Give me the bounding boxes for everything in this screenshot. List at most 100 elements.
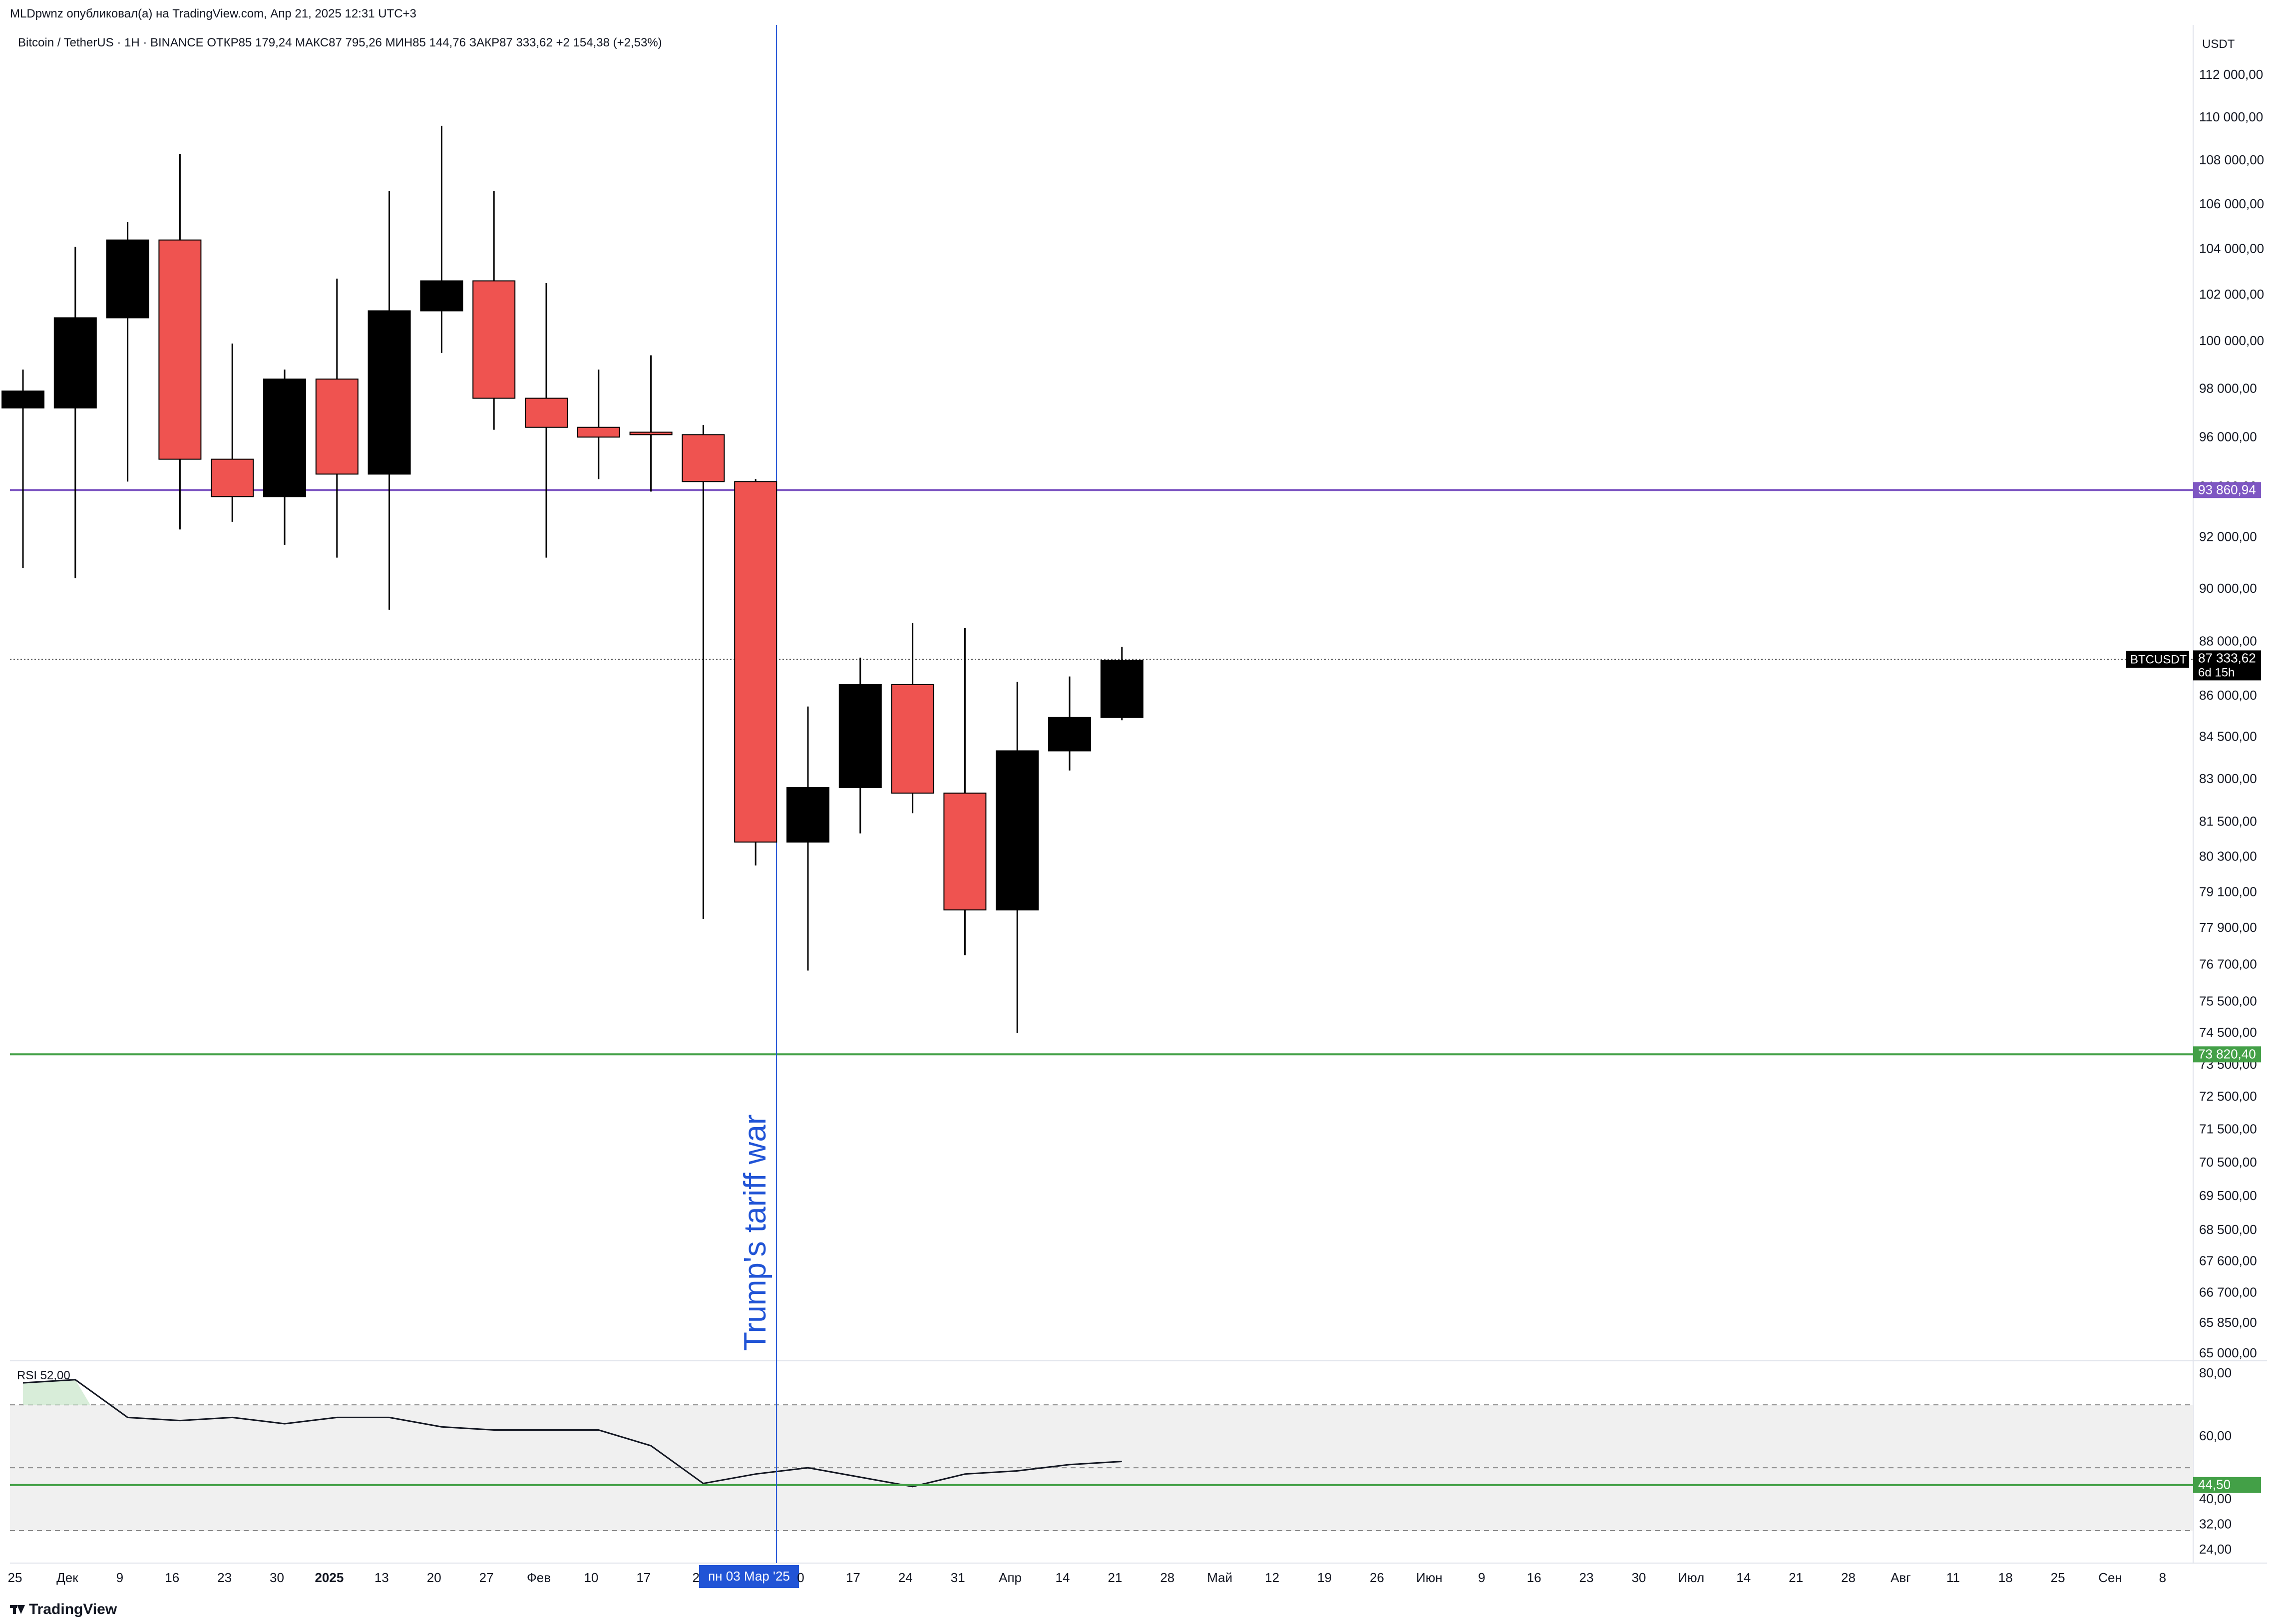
symbol-badge <box>2126 651 2189 668</box>
tradingview-logo[interactable]: TradingView <box>10 1601 117 1618</box>
candle-body[interactable] <box>943 793 987 911</box>
tradingview-brand: TradingView <box>29 1601 117 1618</box>
price-tick-label: 66 700,00 <box>2199 1285 2257 1300</box>
price-tick-label: 74 500,00 <box>2199 1025 2257 1040</box>
time-tick-label: 2025 <box>315 1570 344 1585</box>
time-tick-label: 24 <box>898 1570 913 1585</box>
annotation-label: Trump's tariff war <box>738 1115 772 1351</box>
time-tick-label: 12 <box>1265 1570 1279 1585</box>
time-tick-label: Июн <box>1416 1570 1443 1585</box>
time-tick-label: 30 <box>270 1570 284 1585</box>
rsi-tick-label: 80,00 <box>2199 1365 2232 1380</box>
price-tick-label: 71 500,00 <box>2199 1122 2257 1137</box>
tradingview-logo-icon <box>10 1605 25 1614</box>
price-tick-label: 92 000,00 <box>2199 529 2257 544</box>
candle-body[interactable] <box>158 239 202 460</box>
level-badge <box>2193 1046 2261 1063</box>
time-tick-label: Сен <box>2098 1570 2122 1585</box>
price-tick-label: 72 500,00 <box>2199 1089 2257 1104</box>
time-tick-label: Фев <box>527 1570 551 1585</box>
time-tick-label: 10 <box>584 1570 598 1585</box>
time-tick-label: 31 <box>951 1570 965 1585</box>
level-label: 73 820,40 <box>2198 1046 2256 1061</box>
candle-body[interactable] <box>106 239 149 319</box>
price-tick-label: 81 500,00 <box>2199 814 2257 829</box>
price-tick-label: 88 000,00 <box>2199 634 2257 649</box>
crosshair-date-label: пн 03 Мар '25 <box>708 1569 790 1584</box>
rsi-level-badge <box>2193 1477 2261 1493</box>
candle-body[interactable] <box>525 398 568 428</box>
time-tick-label: Авг <box>1891 1570 1911 1585</box>
time-tick-label: 17 <box>846 1570 860 1585</box>
candle-body[interactable] <box>1100 660 1143 718</box>
candle-body[interactable] <box>734 481 777 843</box>
time-tick-label: 8 <box>2159 1570 2166 1585</box>
symbol-legend: Bitcoin / TetherUS · 1Н · BINANCE ОТКР85… <box>18 36 662 49</box>
rsi-tick-label: 60,00 <box>2199 1428 2232 1443</box>
price-tick-label: 104 000,00 <box>2199 241 2264 256</box>
time-tick-label: 25 <box>8 1570 22 1585</box>
rsi-tick-label: 32,00 <box>2199 1516 2232 1531</box>
time-tick-label: 23 <box>1579 1570 1594 1585</box>
candle-body[interactable] <box>263 379 306 497</box>
price-tick-label: 65 000,00 <box>2199 1345 2257 1360</box>
candle-body[interactable] <box>891 684 934 794</box>
candle-body[interactable] <box>211 458 254 497</box>
candle-body[interactable] <box>838 684 882 788</box>
time-tick-label: 9 <box>116 1570 123 1585</box>
price-tick-label: 108 000,00 <box>2199 152 2264 167</box>
countdown-label: 6d 15h <box>2198 666 2235 679</box>
price-tick-label: 68 500,00 <box>2199 1222 2257 1237</box>
rsi-level-label: 44,50 <box>2198 1477 2231 1492</box>
candle-body[interactable] <box>420 280 463 312</box>
rsi-tick-label: 24,00 <box>2199 1542 2232 1557</box>
time-tick-label: 23 <box>217 1570 232 1585</box>
candle-body[interactable] <box>315 379 359 475</box>
level-badge <box>2193 482 2261 498</box>
time-tick-label: Апр <box>999 1570 1022 1585</box>
candle-body[interactable] <box>472 280 516 399</box>
time-tick-label: 16 <box>1527 1570 1541 1585</box>
time-tick-label: 25 <box>2051 1570 2065 1585</box>
price-tick-label: 100 000,00 <box>2199 333 2264 348</box>
price-tick-label: 106 000,00 <box>2199 196 2264 211</box>
time-tick-label: 20 <box>427 1570 441 1585</box>
candle-body[interactable] <box>53 317 97 408</box>
price-tick-label: 80 300,00 <box>2199 848 2257 863</box>
time-tick-label: 21 <box>1789 1570 1803 1585</box>
price-tick-label: 96 000,00 <box>2199 429 2257 444</box>
price-tick-label: 79 100,00 <box>2199 884 2257 899</box>
time-tick-label: 13 <box>375 1570 389 1585</box>
time-tick-label: 28 <box>1841 1570 1856 1585</box>
candle-body[interactable] <box>682 434 725 482</box>
time-tick-label: 14 <box>1056 1570 1070 1585</box>
time-tick-label: 26 <box>1370 1570 1384 1585</box>
price-tick-label: 77 900,00 <box>2199 920 2257 935</box>
candle-body[interactable] <box>368 310 411 475</box>
price-tick-label: 84 500,00 <box>2199 729 2257 744</box>
price-tick-label: 70 500,00 <box>2199 1155 2257 1170</box>
time-tick-label: 30 <box>1631 1570 1646 1585</box>
time-tick-label: 0 <box>797 1570 804 1585</box>
price-tick-label: 75 500,00 <box>2199 993 2257 1008</box>
time-tick-label: 17 <box>636 1570 651 1585</box>
time-tick-label: 2 <box>692 1570 699 1585</box>
symbol-badge-label: BTCUSDT <box>2130 653 2187 666</box>
candle-body[interactable] <box>1048 717 1091 752</box>
time-tick-label: 28 <box>1160 1570 1174 1585</box>
candle-body[interactable] <box>577 426 620 438</box>
price-tick-label: 83 000,00 <box>2199 771 2257 786</box>
rsi-line <box>22 1379 1122 1488</box>
rsi-tick-label: 40,00 <box>2199 1491 2232 1506</box>
crosshair-date-badge <box>699 1565 799 1588</box>
candle-body[interactable] <box>629 431 673 435</box>
price-tick-label: 76 700,00 <box>2199 956 2257 971</box>
candle-body[interactable] <box>996 750 1039 911</box>
candle-body[interactable] <box>1 391 44 408</box>
currency-label: USDT <box>2202 37 2235 51</box>
time-tick-label: 11 <box>1946 1570 1960 1585</box>
candle-body[interactable] <box>786 787 829 843</box>
time-tick-label: 21 <box>1108 1570 1122 1585</box>
time-tick-label: 27 <box>479 1570 494 1585</box>
